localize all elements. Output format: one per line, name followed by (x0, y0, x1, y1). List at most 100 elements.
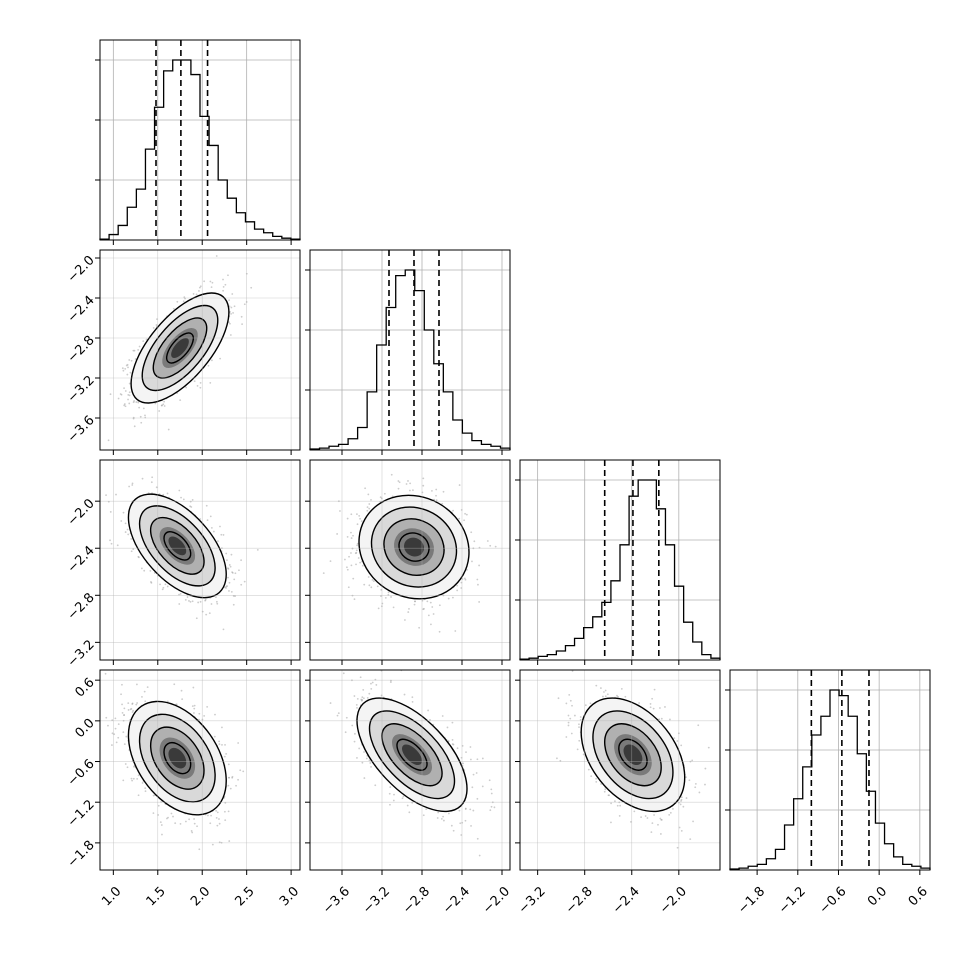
scatter-point (682, 805, 685, 808)
scatter-point (493, 806, 496, 809)
scatter-point (137, 774, 140, 777)
scatter-point (127, 533, 130, 536)
scatter-point (363, 751, 365, 753)
scatter-point (694, 786, 697, 789)
scatter-point (222, 289, 225, 292)
scatter-point (105, 716, 108, 719)
panel-frame (729, 669, 931, 871)
scatter-point (375, 684, 378, 686)
scatter-point (227, 810, 230, 813)
scatter-point (120, 693, 122, 696)
scatter-point (604, 695, 607, 698)
scatter-point (185, 386, 188, 389)
scatter-point (195, 293, 198, 296)
scatter-point (460, 834, 463, 836)
scatter-point (360, 699, 363, 702)
scatter-point (490, 792, 493, 795)
scatter-point (422, 814, 425, 817)
scatter-point (353, 740, 356, 743)
scatter-point (441, 715, 444, 717)
scatter-point (191, 831, 194, 834)
scatter-point (436, 817, 439, 819)
scatter-point (235, 784, 237, 787)
x-tick-label: −2.4 (610, 884, 643, 917)
panel-frame (519, 669, 721, 871)
scatter-point (161, 588, 164, 591)
scatter-point (155, 486, 158, 489)
scatter-point (356, 707, 358, 709)
scatter-point (350, 564, 353, 567)
scatter-point (228, 581, 231, 584)
scatter-point (216, 824, 219, 827)
scatter-point (447, 597, 450, 600)
scatter-point (180, 689, 183, 692)
contour-line (163, 531, 192, 561)
scatter-point (111, 744, 113, 746)
scatter-point (179, 399, 182, 401)
scatter-point (489, 809, 492, 812)
scatter-point (198, 848, 201, 851)
scatter-point (211, 281, 214, 284)
scatter-point (358, 747, 361, 750)
scatter-point (650, 831, 653, 834)
scatter-point (589, 702, 592, 705)
scatter-point (198, 290, 200, 292)
scatter-point (438, 630, 441, 633)
scatter-point (131, 779, 134, 782)
scatter-point (361, 696, 364, 699)
scatter-point (680, 796, 683, 799)
scatter-point (217, 540, 219, 543)
scatter-point (222, 285, 225, 288)
scatter-point (669, 718, 671, 721)
scatter-point (435, 488, 438, 491)
scatter-point (130, 538, 133, 540)
scatter-point (229, 322, 231, 325)
scatter-point (676, 846, 679, 849)
scatter-point (430, 623, 432, 626)
scatter-point (407, 480, 409, 482)
scatter-point (390, 473, 393, 476)
scatter-point (653, 814, 655, 816)
scatter-point (431, 489, 433, 492)
scatter-point (109, 511, 112, 513)
scatter-point (471, 786, 474, 789)
scatter-point (494, 545, 497, 548)
scatter-point (229, 334, 232, 336)
scatter-point (462, 762, 464, 765)
scatter-point (134, 358, 137, 360)
scatter-point (229, 787, 232, 790)
scatter-point (413, 603, 416, 606)
scatter-point (132, 548, 135, 551)
scatter-point (191, 705, 194, 708)
scatter-point (172, 815, 174, 818)
scatter-point (664, 706, 666, 708)
scatter-point (232, 312, 234, 314)
scatter-point (124, 763, 127, 765)
x-tick-label: 1.5 (144, 884, 169, 909)
scatter-panel-3-1 (309, 669, 511, 871)
scatter-point (452, 743, 455, 746)
scatter-point (166, 817, 168, 820)
scatter-point (640, 816, 642, 818)
scatter-point (692, 820, 694, 823)
scatter-point (123, 743, 126, 746)
scatter-point (142, 340, 145, 343)
scatter-point (473, 540, 476, 543)
contour-line (383, 518, 445, 576)
scatter-point (451, 721, 454, 724)
scatter-point (215, 596, 217, 599)
scatter-point (649, 706, 652, 709)
scatter-point (380, 588, 383, 591)
scatter-point (476, 578, 479, 581)
scatter-point (152, 794, 155, 797)
scatter-point (211, 359, 213, 362)
scatter-point (151, 476, 154, 479)
histogram-step (309, 269, 511, 450)
scatter-point (227, 567, 229, 570)
scatter-point (209, 280, 212, 283)
contour-line (163, 741, 192, 775)
scatter-point (472, 773, 475, 776)
scatter-point (193, 380, 196, 383)
scatter-point (143, 690, 146, 693)
